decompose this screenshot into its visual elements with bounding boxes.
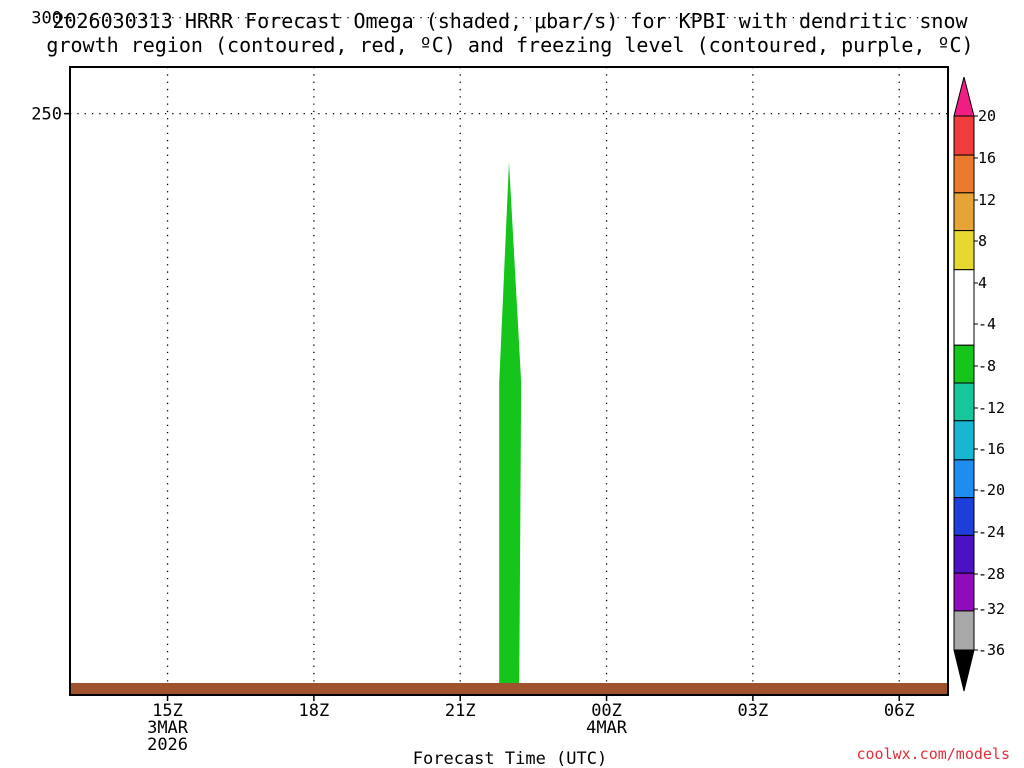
colorbar-swatch-bottom [953, 649, 975, 692]
x-tick-label-21-0: 21Z [445, 701, 476, 721]
colorbar-swatch-9 [953, 497, 975, 536]
colorbar-label-3: 8 [978, 232, 987, 250]
colorbar-label-1: 16 [978, 149, 996, 167]
colorbar-swatch-11 [953, 572, 975, 612]
colorbar-label-7: -12 [978, 399, 1005, 417]
colorbar-swatch-1 [953, 154, 975, 194]
colorbar-swatch-7 [953, 420, 975, 461]
colorbar-label-13: -36 [978, 641, 1005, 659]
x-tick-label-15-2: 2026 [147, 735, 188, 755]
colorbar-label-2: 12 [978, 191, 996, 209]
colorbar-label-12: -32 [978, 600, 1005, 618]
grid-lines [70, 16, 948, 695]
colorbar-swatch-6 [953, 382, 975, 422]
x-tick-label-15-0: 15Z [152, 701, 183, 721]
colorbar-swatch-5 [953, 344, 975, 384]
colorbar-swatch-10 [953, 534, 975, 574]
colorbar-label-8: -16 [978, 440, 1005, 458]
colorbar-label-11: -28 [978, 565, 1005, 583]
x-tick-label-18-0: 18Z [299, 701, 330, 721]
colorbar-swatch-8 [953, 459, 975, 499]
colorbar-swatch-4 [953, 269, 975, 346]
colorbar-label-4: 4 [978, 274, 987, 292]
x-tick-label-27-0: 03Z [738, 701, 769, 721]
y-tick-label-300: 300 [31, 9, 62, 29]
x-axis-label: Forecast Time (UTC) [413, 749, 607, 768]
colorbar-swatch-2 [953, 192, 975, 232]
x-tick-label-24-1: 4MAR [586, 718, 628, 738]
colorbar-label-5: -4 [978, 315, 996, 333]
chart-title-line-2: growth region (contoured, red, ºC) and f… [46, 33, 973, 57]
colorbar: 20 16 12 8 4 -4 -8 -12 -16 -20 -24 -28 -32 -36 [953, 76, 1005, 692]
colorbar-label-6: -8 [978, 357, 996, 375]
plot-frame [69, 66, 949, 696]
x-tick-label-24-0: 00Z [591, 701, 622, 721]
ground-surface [70, 683, 948, 695]
y-axis-ticks: 2503003504004505005506006507007508008509… [31, 9, 70, 125]
colorbar-swatch-0 [953, 115, 975, 156]
x-tick-label-30-0: 06Z [884, 701, 915, 721]
credit-text: coolwx.com/models [856, 745, 1010, 763]
colorbar-label-0: 20 [978, 107, 996, 125]
colorbar-swatch-12 [953, 610, 975, 651]
y-tick-label-250: 250 [31, 105, 62, 125]
omega-shading [499, 162, 522, 695]
colorbar-label-9: -20 [978, 481, 1005, 499]
colorbar-label-10: -24 [978, 523, 1005, 541]
x-tick-label-15-1: 3MAR [147, 718, 189, 738]
colorbar-swatch-3 [953, 230, 975, 271]
omega-region--4-23 [499, 162, 522, 695]
chart-title-line-1: 2026030313 HRRR Forecast Omega (shaded, … [52, 9, 968, 33]
